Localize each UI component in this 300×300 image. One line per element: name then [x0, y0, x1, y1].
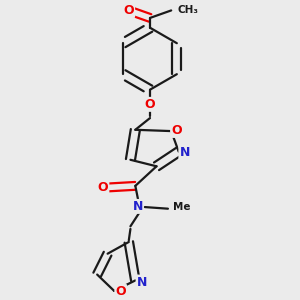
- Text: O: O: [171, 124, 182, 137]
- Text: O: O: [145, 98, 155, 111]
- Text: O: O: [98, 181, 108, 194]
- Text: O: O: [115, 285, 126, 298]
- Text: O: O: [124, 4, 134, 17]
- Text: N: N: [132, 200, 143, 213]
- Text: N: N: [179, 146, 190, 159]
- Text: CH₃: CH₃: [177, 5, 198, 15]
- Text: Me: Me: [173, 202, 191, 212]
- Text: N: N: [137, 276, 147, 289]
